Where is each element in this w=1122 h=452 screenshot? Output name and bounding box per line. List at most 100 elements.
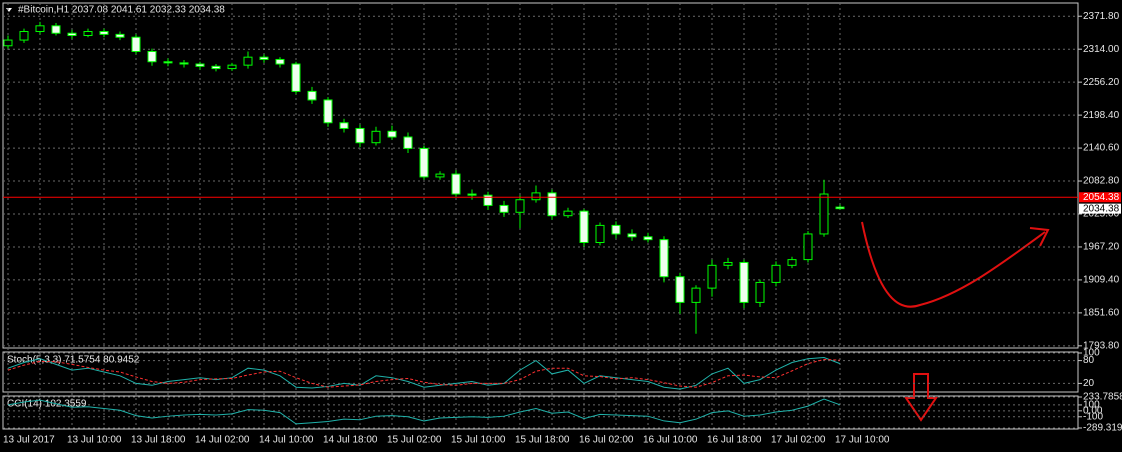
indicator-line <box>7 398 841 425</box>
candle-body <box>419 147 429 178</box>
candle-body <box>195 63 205 67</box>
candle-body <box>291 63 301 92</box>
y-tick-label: 1967.20 <box>1083 242 1120 253</box>
up-arrow-curve <box>861 221 1046 308</box>
candle-body <box>803 233 813 261</box>
price-line-box <box>1079 192 1121 203</box>
cci-frame <box>2 395 1079 430</box>
candle-body <box>211 65 221 70</box>
candle-body <box>19 31 29 41</box>
x-tick-label: 14 Jul 10:00 <box>259 435 314 446</box>
y-tick-label: 2140.60 <box>1083 143 1120 154</box>
candle-body <box>339 122 349 129</box>
candle-body <box>67 32 77 37</box>
y-tick-label: 20 <box>1083 378 1095 389</box>
candle-body <box>147 50 157 63</box>
candle-body <box>227 64 237 70</box>
x-tick-label: 15 Jul 18:00 <box>515 435 570 446</box>
indicator-line <box>7 358 841 388</box>
candle-body <box>275 58 285 65</box>
candle-body <box>35 25 45 33</box>
y-tick-label: 1909.40 <box>1083 275 1120 286</box>
candle-body <box>259 56 269 60</box>
candle-body <box>483 194 493 206</box>
y-tick-label: 80 <box>1083 355 1095 366</box>
candle-body <box>547 192 557 217</box>
candle-body <box>131 36 141 52</box>
y-tick-label: -100 <box>1083 411 1103 422</box>
y-tick-label: 2025.00 <box>1083 209 1120 220</box>
panel-title: #Bitcoin,H1 2037.08 2041.61 2032.33 2034… <box>18 5 225 16</box>
candle-body <box>771 264 781 283</box>
price-line-label: 2054.38 <box>1083 192 1120 203</box>
y-tick-label: 2198.40 <box>1083 110 1120 121</box>
candle-body <box>563 210 573 217</box>
y-tick-label: 1793.80 <box>1083 340 1120 351</box>
candle-body <box>387 130 397 138</box>
candle-body <box>707 264 717 289</box>
x-tick-label: 16 Jul 18:00 <box>707 435 762 446</box>
main-frame <box>2 2 1079 349</box>
current-price-label: 2034.38 <box>1083 203 1120 214</box>
up-arrow-head <box>1029 227 1050 247</box>
candle-body <box>371 130 381 144</box>
candle-body <box>323 99 333 124</box>
candle-body <box>659 239 669 278</box>
y-tick-label: 2256.20 <box>1083 77 1120 88</box>
candle-body <box>163 61 173 64</box>
candle-body <box>739 261 749 303</box>
candle-body <box>611 224 621 235</box>
candle-body <box>115 33 125 38</box>
y-tick-label: 2314.00 <box>1083 44 1120 55</box>
candle-body <box>51 25 61 34</box>
candle-body <box>499 204 509 213</box>
x-tick-label: 14 Jul 02:00 <box>195 435 250 446</box>
candle-body <box>435 173 445 178</box>
candle-body <box>451 173 461 195</box>
candle-body <box>403 136 413 149</box>
candle-body <box>755 281 765 303</box>
down-arrow <box>904 373 938 422</box>
x-tick-label: 15 Jul 02:00 <box>387 435 442 446</box>
y-tick-label: 2082.80 <box>1083 176 1120 187</box>
y-tick-label: 2371.80 <box>1083 11 1120 22</box>
candle-body <box>243 56 253 66</box>
candle-body <box>595 224 605 244</box>
candle-body <box>531 192 541 201</box>
y-tick-label: 100 <box>1083 348 1100 359</box>
y-tick-label: -289.3194 <box>1083 423 1122 434</box>
candle-body <box>691 287 701 303</box>
candle-body <box>3 39 13 47</box>
x-tick-label: 13 Jul 10:00 <box>67 435 122 446</box>
x-tick-label: 13 Jul 18:00 <box>131 435 186 446</box>
y-tick-label: 233.7858 <box>1083 392 1122 403</box>
x-tick-label: 14 Jul 18:00 <box>323 435 378 446</box>
x-tick-label: 15 Jul 10:00 <box>451 435 506 446</box>
candle-body <box>179 62 189 65</box>
y-tick-label: 1851.60 <box>1083 308 1120 319</box>
candle-body <box>307 90 317 101</box>
panel-title: CCI(14) 102.3559 <box>7 399 87 410</box>
x-tick-label: 16 Jul 02:00 <box>579 435 634 446</box>
x-tick-label: 17 Jul 10:00 <box>835 435 890 446</box>
candle-body <box>819 193 829 235</box>
candle-body <box>467 193 477 196</box>
candle-body <box>355 127 365 144</box>
current-price-box <box>1079 203 1121 214</box>
y-tick-label: 100 <box>1083 400 1100 411</box>
candle-body <box>515 199 525 213</box>
panel-title: Stoch(5,3,3) 71.5754 80.9452 <box>7 355 140 366</box>
x-tick-label: 16 Jul 10:00 <box>643 435 698 446</box>
candle-body <box>83 31 93 37</box>
indicator-line <box>7 357 841 390</box>
candle-body <box>835 206 845 210</box>
candle-body <box>723 261 733 266</box>
candle-body <box>675 276 685 303</box>
y-tick-label: 0.00 <box>1083 405 1103 416</box>
candle-body <box>787 259 797 266</box>
stoch-frame <box>2 351 1079 393</box>
candle-body <box>99 31 109 35</box>
